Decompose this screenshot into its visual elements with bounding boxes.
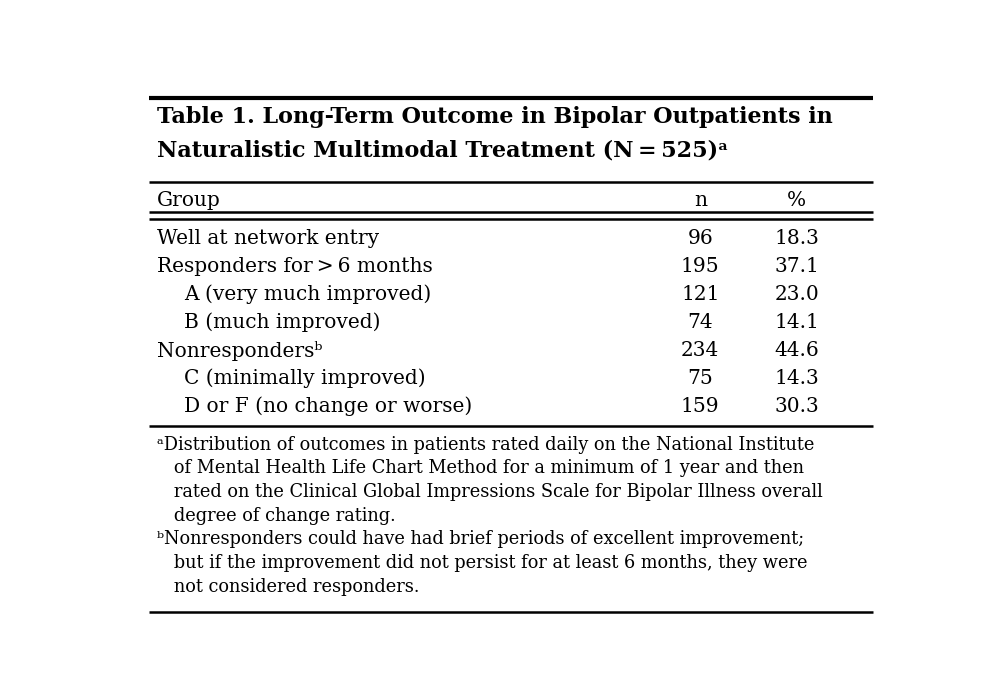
Text: A (very much improved): A (very much improved): [184, 285, 432, 304]
Text: Responders for > 6 months: Responders for > 6 months: [158, 257, 433, 276]
Text: 234: 234: [681, 341, 720, 359]
Text: C (minimally improved): C (minimally improved): [184, 369, 426, 388]
Text: 18.3: 18.3: [775, 229, 820, 248]
Text: 14.3: 14.3: [775, 369, 820, 387]
Text: 195: 195: [681, 257, 720, 276]
Text: rated on the Clinical Global Impressions Scale for Bipolar Illness overall: rated on the Clinical Global Impressions…: [158, 483, 823, 501]
Text: ᵃDistribution of outcomes in patients rated daily on the National Institute: ᵃDistribution of outcomes in patients ra…: [158, 436, 815, 454]
Text: 74: 74: [688, 313, 713, 332]
Text: 14.1: 14.1: [775, 313, 820, 332]
Text: Naturalistic Multimodal Treatment (N = 525)ᵃ: Naturalistic Multimodal Treatment (N = 5…: [158, 140, 729, 162]
Text: not considered responders.: not considered responders.: [158, 578, 420, 595]
Text: 23.0: 23.0: [775, 285, 820, 304]
Text: 75: 75: [687, 369, 713, 387]
Text: but if the improvement did not persist for at least 6 months, they were: but if the improvement did not persist f…: [158, 554, 808, 572]
Text: 96: 96: [687, 229, 713, 248]
Text: 37.1: 37.1: [775, 257, 820, 276]
Text: Nonrespondersᵇ: Nonrespondersᵇ: [158, 341, 323, 361]
Text: 44.6: 44.6: [775, 341, 820, 359]
Text: B (much improved): B (much improved): [184, 313, 381, 332]
Text: Group: Group: [158, 191, 220, 210]
Text: Well at network entry: Well at network entry: [158, 229, 379, 248]
Text: D or F (no change or worse): D or F (no change or worse): [184, 396, 473, 416]
Text: 30.3: 30.3: [775, 396, 820, 415]
Text: 121: 121: [681, 285, 720, 304]
Text: ᵇNonresponders could have had brief periods of excellent improvement;: ᵇNonresponders could have had brief peri…: [158, 530, 805, 549]
Text: degree of change rating.: degree of change rating.: [158, 507, 396, 525]
Text: of Mental Health Life Chart Method for a minimum of 1 year and then: of Mental Health Life Chart Method for a…: [158, 459, 804, 477]
Text: Table 1. Long-Term Outcome in Bipolar Outpatients in: Table 1. Long-Term Outcome in Bipolar Ou…: [158, 106, 832, 128]
Text: n: n: [694, 191, 707, 210]
Text: %: %: [788, 191, 807, 210]
Text: 159: 159: [681, 396, 720, 415]
